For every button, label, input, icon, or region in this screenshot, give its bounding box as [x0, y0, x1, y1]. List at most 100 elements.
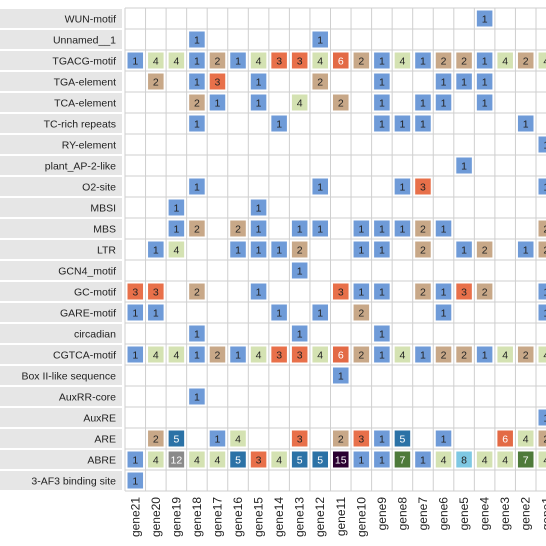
heatmap-cell — [476, 73, 493, 90]
heatmap-cell — [271, 115, 287, 132]
heatmap-cell — [168, 199, 185, 216]
column-label: gene11 — [334, 497, 348, 536]
row-label: TGACG-motif — [52, 56, 116, 68]
column-label: gene7 — [416, 497, 430, 531]
row-label-bg — [0, 9, 122, 28]
column-label: gene13 — [293, 497, 307, 537]
heatmap-cell — [353, 346, 370, 363]
cell-value-label: 4 — [543, 350, 546, 362]
cell-value-label: 7 — [400, 455, 406, 467]
cell-value-label: 2 — [338, 98, 344, 110]
heatmap-cell — [291, 262, 308, 279]
heatmap-cell — [374, 73, 390, 90]
heatmap-cell — [312, 73, 328, 90]
cell-value-label: 1 — [194, 182, 200, 194]
row-label: WUN-motif — [65, 14, 116, 26]
cell-value-label: 1 — [173, 224, 179, 236]
row-label-bg — [0, 366, 122, 385]
row-label-bg — [0, 135, 122, 154]
heatmap-cell — [148, 304, 164, 321]
cell-value-label: 3 — [153, 287, 159, 299]
heatmap-cell — [291, 430, 308, 447]
heatmap-cell — [230, 52, 246, 69]
cell-value-label: 4 — [400, 56, 406, 68]
cell-value-label: 1 — [153, 308, 159, 320]
row-label-bg — [0, 240, 122, 259]
cell-value-label: 3 — [297, 56, 303, 68]
cell-value-label: 4 — [482, 455, 488, 467]
cell-value-label: 4 — [235, 434, 241, 446]
cell-value-label: 1 — [441, 287, 447, 299]
heatmap-cell — [497, 52, 513, 69]
heatmap-cell — [374, 451, 390, 468]
cell-value-label: 1 — [441, 77, 447, 89]
cell-value-label: 4 — [543, 455, 546, 467]
heatmap-cell — [353, 451, 370, 468]
cell-value-label: 1 — [400, 224, 406, 236]
heatmap-cell — [456, 283, 472, 300]
row-label: TCA-element — [54, 98, 116, 110]
cell-value-label: 1 — [317, 182, 323, 194]
cell-value-label: 4 — [153, 455, 159, 467]
heatmap-cell — [148, 241, 164, 258]
column-label: gene12 — [313, 497, 327, 537]
cell-value-label: 1 — [235, 245, 241, 257]
cell-value-label: 2 — [543, 224, 546, 236]
column-label: gene1 — [539, 497, 546, 531]
column-label: gene2 — [519, 497, 533, 531]
cell-value-label: 4 — [173, 350, 179, 362]
cell-value-label: 1 — [317, 308, 323, 320]
heatmap-cell — [538, 304, 546, 321]
heatmap-cell — [168, 52, 185, 69]
column-label: gene5 — [457, 497, 471, 531]
cell-value-label: 2 — [215, 56, 221, 68]
heatmap-cell — [538, 283, 546, 300]
heatmap-cell — [230, 220, 246, 237]
cell-value-label: 2 — [153, 77, 159, 89]
heatmap-cell — [291, 346, 308, 363]
cell-value-label: 3 — [461, 287, 467, 299]
heatmap-cell — [209, 52, 226, 69]
cell-value-label: 3 — [215, 77, 221, 89]
cell-value-label: 4 — [502, 56, 508, 68]
heatmap-cell — [148, 430, 164, 447]
heatmap-cell — [271, 451, 287, 468]
heatmap-cell — [374, 94, 390, 111]
heatmap-cell — [394, 115, 411, 132]
cell-value-label: 1 — [482, 14, 488, 26]
cell-value-label: 4 — [173, 56, 179, 68]
cell-value-label: 4 — [317, 350, 323, 362]
cell-value-label: 4 — [153, 350, 159, 362]
heatmap-cell — [394, 451, 411, 468]
row-label-bg — [0, 114, 122, 133]
cell-value-label: 1 — [441, 434, 447, 446]
cell-value-label: 1 — [379, 329, 385, 341]
cell-value-label: 1 — [132, 455, 138, 467]
heatmap-cell — [230, 451, 246, 468]
cell-value-label: 2 — [338, 434, 344, 446]
heatmap-cell — [291, 241, 308, 258]
heatmap-cell — [415, 241, 431, 258]
heatmap-cell — [415, 178, 431, 195]
cell-value-label: 2 — [441, 56, 447, 68]
heatmap-cell — [333, 367, 349, 384]
heatmap-cell — [127, 283, 144, 300]
cell-value-label: 1 — [482, 98, 488, 110]
heatmap-cell — [250, 241, 267, 258]
heatmap-cell — [476, 451, 493, 468]
heatmap-cell — [456, 52, 472, 69]
cell-value-label: 1 — [379, 98, 385, 110]
heatmap-cell — [127, 52, 144, 69]
heatmap-cell — [209, 430, 226, 447]
heatmap-cell — [189, 73, 205, 90]
heatmap-cell — [312, 451, 328, 468]
heatmap-cell — [353, 241, 370, 258]
heatmap-cell — [374, 346, 390, 363]
heatmap-cell — [374, 283, 390, 300]
heatmap-cell — [476, 94, 493, 111]
heatmap-cell — [374, 430, 390, 447]
cell-value-label: 2 — [482, 245, 488, 257]
heatmap-cell — [497, 451, 513, 468]
heatmap-cell — [168, 220, 185, 237]
